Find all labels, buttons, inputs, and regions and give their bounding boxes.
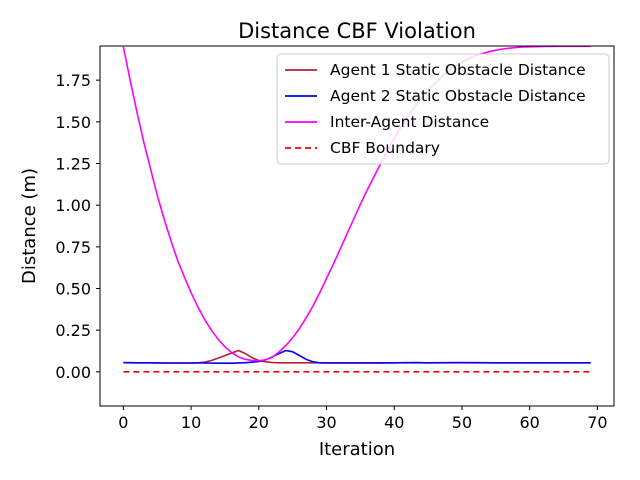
y-axis-label: Distance (m)	[19, 168, 40, 284]
x-tick-label: 50	[452, 413, 472, 432]
x-tick-label: 30	[316, 413, 336, 432]
x-tick-label: 0	[118, 413, 128, 432]
x-tick-label: 40	[384, 413, 404, 432]
chart-title: Distance CBF Violation	[238, 19, 476, 43]
x-tick-label: 20	[249, 413, 269, 432]
x-axis-label: Iteration	[319, 439, 395, 460]
legend-frame	[276, 53, 610, 165]
y-tick-label: 0.75	[55, 238, 91, 257]
legend-label: Agent 1 Static Obstacle Distance	[330, 61, 586, 79]
y-tick-label: 0.25	[55, 321, 91, 340]
y-tick-label: 1.25	[55, 155, 91, 174]
legend-label: CBF Boundary	[330, 139, 440, 157]
ticks-layer: 0 10 20 30 40 50 60 70 0.00 0.25 0.50 0.75 1.00 1.25 1…	[55, 71, 607, 432]
y-tick-label: 0.00	[55, 363, 91, 382]
y-tick-label: 0.50	[55, 280, 91, 299]
x-tick-label: 10	[181, 413, 201, 432]
x-tick-label: 70	[587, 413, 607, 432]
x-tick-label: 60	[520, 413, 540, 432]
y-tick-label: 1.75	[55, 71, 91, 90]
y-tick-label: 1.50	[55, 113, 91, 132]
y-tick-label: 1.00	[55, 196, 91, 215]
series-line-2	[123, 349, 591, 364]
plot-area-frame	[99, 45, 615, 407]
chart-legend: Agent 1 Static Obstacle Distance Agent 2 …	[276, 53, 610, 165]
legend-label: Inter-Agent Distance	[330, 113, 489, 131]
legend-label: Agent 2 Static Obstacle Distance	[330, 87, 586, 105]
series-line-3	[122, 46, 591, 362]
series-layer	[122, 46, 591, 373]
